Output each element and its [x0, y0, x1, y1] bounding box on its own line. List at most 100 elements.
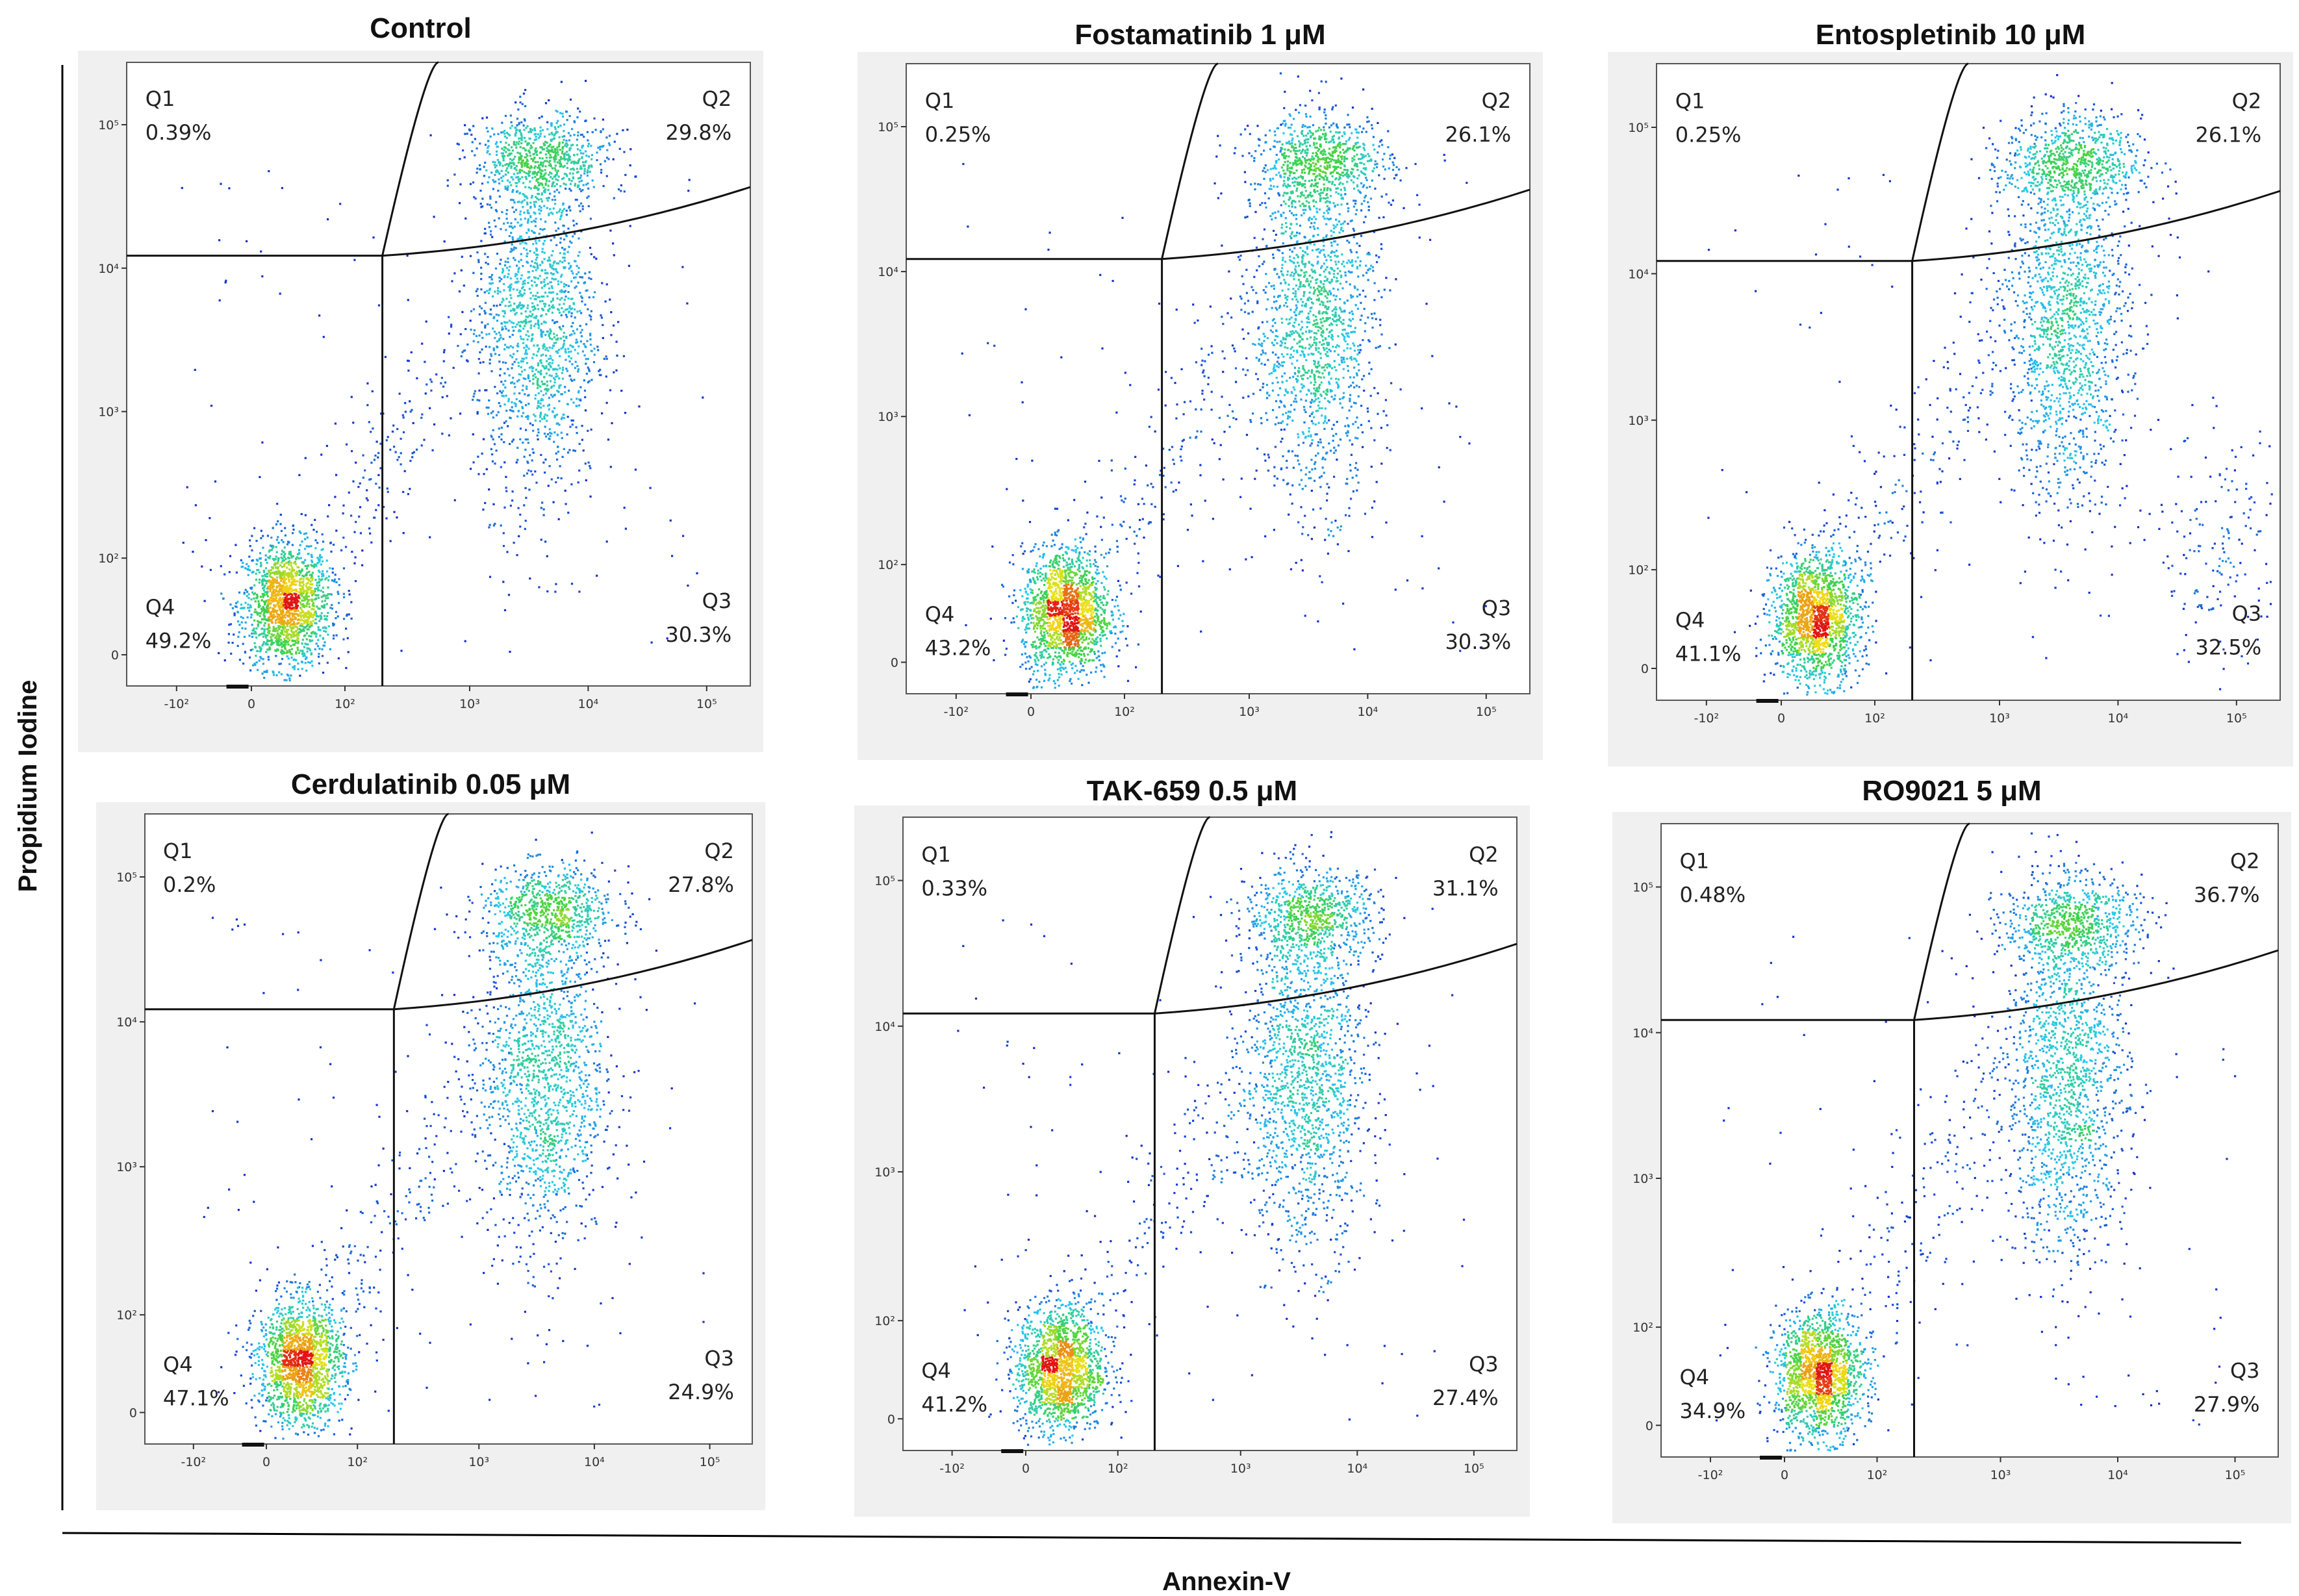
event-dot [1082, 598, 1085, 601]
event-dot [308, 616, 311, 619]
event-dot [1057, 630, 1060, 633]
event-dot [533, 129, 537, 132]
event-dot [521, 389, 524, 392]
event-dot [563, 303, 565, 305]
event-dot [529, 207, 532, 209]
event-dot [1103, 576, 1106, 578]
event-dot [235, 571, 238, 574]
event-dot [270, 594, 273, 596]
event-dot [520, 312, 523, 315]
event-dot [559, 156, 562, 158]
event-dot [463, 285, 465, 287]
event-dot [1073, 499, 1076, 501]
event-dot [531, 302, 534, 305]
event-dot [398, 392, 401, 395]
event-dot [524, 164, 526, 167]
event-dot [298, 581, 301, 583]
event-dot [272, 585, 275, 588]
event-dot [556, 320, 559, 323]
event-dot [502, 164, 504, 167]
event-dot [264, 602, 266, 604]
event-dot [426, 383, 428, 386]
event-dot [325, 630, 327, 633]
event-dot [508, 234, 511, 237]
event-dot [552, 177, 554, 180]
event-dot [623, 190, 626, 193]
event-dot [609, 466, 612, 468]
event-dot [299, 601, 301, 604]
event-dot [1106, 602, 1109, 605]
event-dot [558, 399, 561, 403]
event-dot [527, 418, 529, 420]
event-dot [506, 179, 509, 182]
y-tick-label: 10⁴ [98, 262, 119, 276]
event-dot [544, 272, 546, 275]
event-dot [587, 461, 590, 464]
event-dot [546, 433, 549, 436]
event-dot [580, 190, 583, 192]
event-dot [547, 349, 550, 352]
event-dot [355, 520, 357, 524]
event-dot [240, 559, 242, 562]
event-dot [275, 586, 278, 589]
event-dot [570, 242, 573, 244]
event-dot [1020, 545, 1022, 548]
event-dot [380, 412, 383, 415]
event-dot [588, 368, 591, 371]
event-dot [477, 358, 480, 361]
event-dot [618, 188, 620, 191]
event-dot [481, 331, 483, 334]
event-dot [562, 202, 565, 205]
event-dot [577, 481, 579, 484]
event-dot [1080, 591, 1082, 594]
event-dot [286, 589, 289, 592]
event-dot [318, 569, 320, 572]
event-dot [493, 133, 496, 136]
event-dot [494, 522, 496, 525]
event-dot [542, 344, 544, 347]
event-dot [542, 148, 546, 151]
event-dot [294, 589, 296, 592]
event-dot [281, 539, 283, 542]
event-dot [559, 112, 562, 114]
event-dot [515, 398, 518, 401]
event-dot [258, 571, 260, 574]
event-dot [311, 592, 314, 595]
event-dot [1059, 577, 1061, 579]
event-dot [574, 361, 577, 363]
event-dot [527, 236, 531, 238]
event-dot [1008, 595, 1011, 598]
event-dot [608, 134, 611, 137]
event-dot [551, 385, 553, 388]
event-dot [282, 611, 285, 614]
event-dot [560, 477, 563, 479]
event-dot [537, 428, 540, 431]
event-dot [581, 189, 584, 192]
event-dot [283, 592, 286, 595]
event-dot [496, 320, 499, 322]
event-dot [402, 490, 405, 493]
event-dot [322, 587, 324, 589]
event-dot [1074, 602, 1077, 605]
event-dot [411, 456, 414, 459]
event-dot [280, 616, 283, 618]
event-dot [532, 265, 535, 268]
event-dot [332, 544, 335, 546]
event-dot [544, 425, 546, 428]
event-dot [526, 125, 529, 127]
event-dot [562, 157, 565, 160]
event-dot [303, 635, 305, 637]
event-dot [530, 157, 533, 160]
event-dot [452, 366, 455, 369]
event-dot [501, 210, 503, 214]
event-dot [515, 169, 518, 171]
event-dot [558, 386, 561, 389]
event-dot [276, 576, 279, 579]
event-dot [307, 643, 309, 646]
event-dot [511, 499, 514, 502]
event-dot [557, 518, 560, 520]
event-dot [540, 281, 542, 284]
event-dot [537, 267, 539, 270]
event-dot [568, 389, 570, 392]
event-dot [327, 587, 329, 589]
